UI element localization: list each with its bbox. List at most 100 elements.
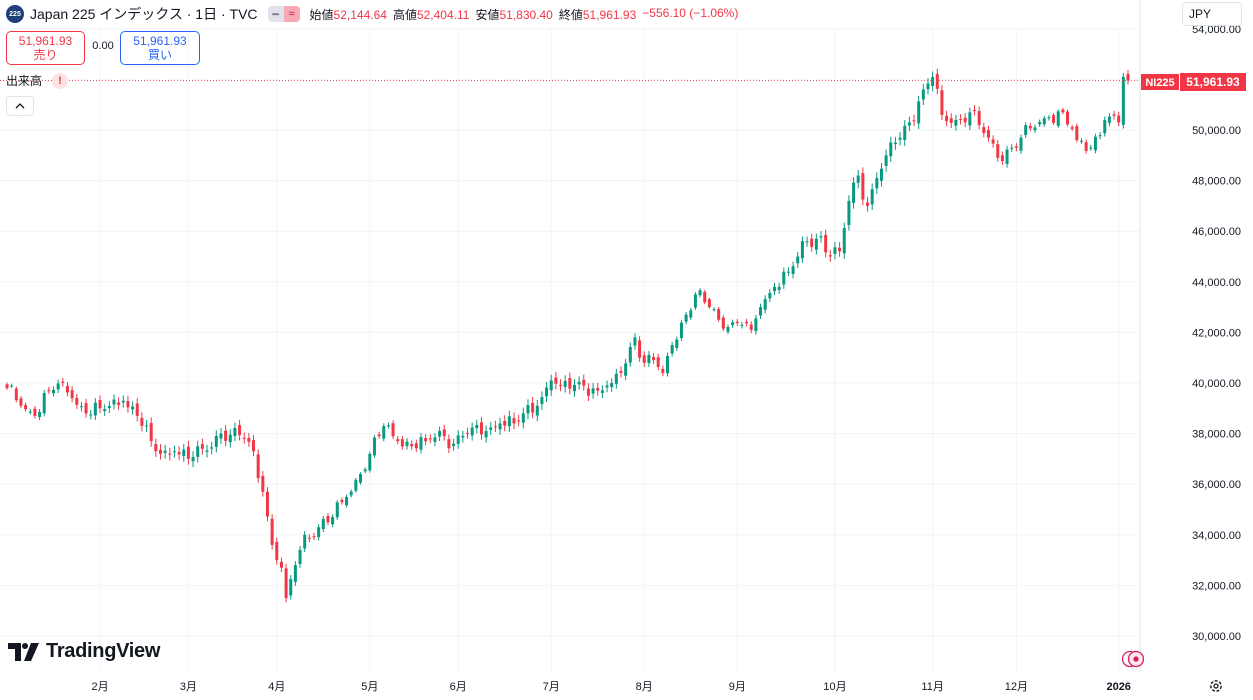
candle-body (684, 314, 688, 322)
collapse-button[interactable] (6, 96, 34, 116)
candle-body (456, 435, 460, 444)
candle-body (912, 120, 916, 122)
buy-price: 51,961.93 (133, 34, 187, 48)
candle-body (228, 434, 232, 443)
close-value: 51,961.93 (582, 7, 637, 22)
tradingview-logo-icon (8, 642, 39, 661)
candle-body (340, 499, 344, 503)
candle-body (428, 438, 432, 440)
candle-body (242, 437, 246, 439)
candle-body (1093, 136, 1097, 151)
candle-body (326, 516, 330, 523)
candle-body (703, 291, 707, 303)
volume-indicator[interactable]: 出来高 ! (6, 72, 69, 89)
x-tick-label: 9月 (729, 681, 746, 693)
candle-body (70, 390, 74, 399)
candle-body (479, 422, 483, 435)
candle-body (940, 90, 944, 115)
candle-body (721, 317, 725, 329)
tradingview-logo[interactable]: TradingView (8, 640, 160, 663)
candle-body (847, 200, 851, 226)
candle-body (98, 400, 102, 409)
candle-body (1033, 127, 1037, 131)
candle-body (591, 388, 595, 394)
candle-body (1005, 149, 1009, 165)
y-tick-label: 40,000.00 (1192, 378, 1241, 390)
candle-body (256, 454, 260, 479)
candle-body (991, 139, 995, 144)
candle-body (679, 322, 683, 339)
buy-button[interactable]: 51,961.93 買い (120, 31, 200, 65)
candle-body (805, 241, 809, 243)
candle-body (461, 435, 465, 438)
x-tick-label: 4月 (268, 681, 285, 693)
candle-body (554, 377, 558, 384)
candle-body (1121, 76, 1125, 125)
candle-body (1056, 111, 1060, 126)
candle-body (996, 144, 1000, 158)
candle-body (38, 411, 42, 418)
warning-icon[interactable]: ! (52, 72, 69, 89)
candle-body (424, 438, 428, 442)
candle-body (465, 432, 469, 434)
candle-body (786, 271, 790, 273)
x-tick-label: 12月 (1005, 681, 1028, 693)
candle-body (624, 363, 628, 376)
candle-body (879, 168, 883, 181)
candle-body (219, 433, 223, 439)
candle-body (903, 125, 907, 141)
candle-body (405, 441, 409, 447)
candle-body (717, 309, 721, 320)
candle-body (540, 397, 544, 405)
candle-body (145, 425, 149, 427)
ohlc-values: 始値52,144.64 高値52,404.11 安値51,830.40 終値51… (310, 6, 739, 23)
currency-selector[interactable]: JPY (1182, 2, 1242, 26)
sell-price: 51,961.93 (18, 34, 73, 48)
price-axis[interactable]: 30,000.00 32,000.00 34,000.00 36,000.00 38,0… (1192, 24, 1241, 643)
candle-body (442, 429, 446, 437)
candle-body (945, 115, 949, 122)
sell-label: 売り (33, 48, 58, 62)
candle-body (963, 117, 967, 123)
record-icon[interactable] (1122, 650, 1146, 668)
candle-body (1052, 115, 1056, 123)
candle-body (1042, 118, 1046, 125)
candle-body (1019, 137, 1023, 151)
time-axis[interactable]: 2月 3月 4月 5月 6月 7月 8月 9月 10月 11月 12月 2026 (91, 681, 1130, 693)
candle-body (5, 384, 9, 389)
candle-body (321, 519, 325, 530)
candle-body (493, 426, 497, 428)
candle-body (33, 408, 37, 416)
y-tick-label: 32,000.00 (1192, 580, 1241, 592)
x-tick-label: 10月 (823, 681, 846, 693)
candle-body (633, 337, 637, 346)
symbol-logo[interactable]: 225 (6, 5, 24, 23)
candle-body (861, 173, 865, 200)
gear-icon[interactable] (1208, 678, 1224, 694)
candle-body (293, 565, 297, 582)
candle-body (214, 435, 218, 447)
line-toggle-icon[interactable]: ━ (267, 6, 284, 22)
candle-body (289, 579, 293, 596)
candle-body (1112, 114, 1116, 116)
visibility-toggle[interactable]: ━ ≈ (267, 6, 300, 22)
y-tick-label: 44,000.00 (1192, 277, 1241, 289)
candle-body (726, 326, 730, 332)
candle-body (265, 491, 269, 517)
candle-body (610, 383, 614, 388)
candle-body (56, 383, 60, 390)
candle-body (638, 340, 642, 358)
candle-body (856, 175, 860, 183)
symbol-header: 225 Japan 225 インデックス · 1日 · TVC ━ ≈ 始値52… (6, 4, 738, 24)
candle-body (814, 238, 818, 250)
candle-body (28, 411, 32, 413)
candle-body (191, 456, 195, 462)
candle-body (596, 388, 600, 391)
compare-toggle-icon[interactable]: ≈ (283, 6, 300, 22)
candle-body (959, 119, 963, 121)
symbol-title[interactable]: Japan 225 インデックス · 1日 · TVC (30, 6, 258, 22)
candle-body (535, 405, 539, 416)
candle-body (121, 400, 125, 403)
sell-button[interactable]: 51,961.93 売り (6, 31, 85, 65)
